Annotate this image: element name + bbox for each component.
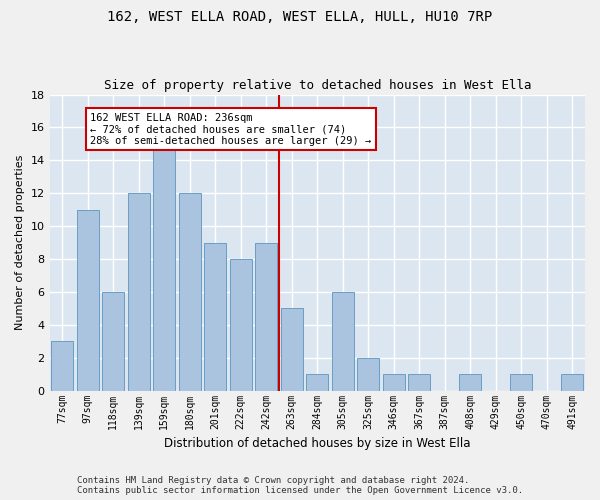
Bar (511, 374, 532, 390)
Bar (307, 374, 328, 390)
Bar (409, 374, 430, 390)
Bar (154, 144, 175, 390)
Text: 162, WEST ELLA ROAD, WEST ELLA, HULL, HU10 7RP: 162, WEST ELLA ROAD, WEST ELLA, HULL, HU… (107, 10, 493, 24)
Bar (77, 210, 98, 390)
Bar (383, 374, 404, 390)
Bar (358, 358, 379, 390)
Bar (562, 374, 583, 390)
Bar (205, 242, 226, 390)
Bar (179, 193, 200, 390)
Bar (460, 374, 481, 390)
Bar (103, 292, 124, 390)
Bar (230, 259, 251, 390)
Bar (256, 242, 277, 390)
Text: Contains HM Land Registry data © Crown copyright and database right 2024.
Contai: Contains HM Land Registry data © Crown c… (77, 476, 523, 495)
Bar (332, 292, 353, 390)
X-axis label: Distribution of detached houses by size in West Ella: Distribution of detached houses by size … (164, 437, 470, 450)
Bar (281, 308, 302, 390)
Title: Size of property relative to detached houses in West Ella: Size of property relative to detached ho… (104, 79, 531, 92)
Bar (128, 193, 149, 390)
Text: 162 WEST ELLA ROAD: 236sqm
← 72% of detached houses are smaller (74)
28% of semi: 162 WEST ELLA ROAD: 236sqm ← 72% of deta… (91, 112, 371, 146)
Y-axis label: Number of detached properties: Number of detached properties (15, 155, 25, 330)
Bar (52, 342, 73, 390)
